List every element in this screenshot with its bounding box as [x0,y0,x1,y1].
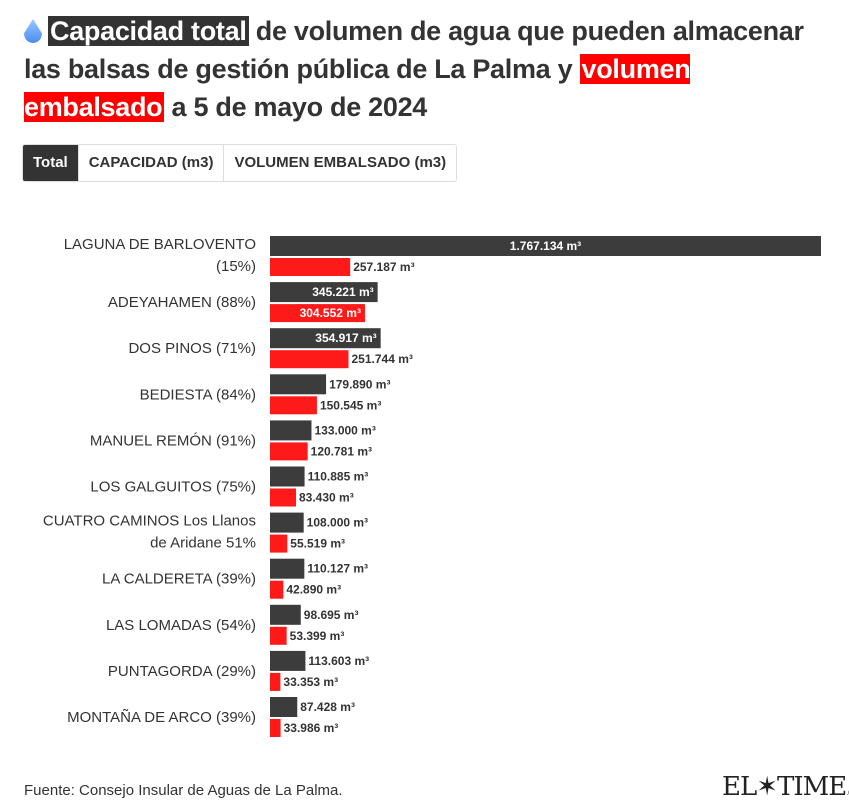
capacity-bar [270,558,305,579]
category-label: PUNTAGORDA (29%) [108,663,256,680]
tab-volumen-embalsado[interactable]: VOLUMEN EMBALSADO (m3) [234,154,447,171]
capacity-bar [270,604,301,625]
volume-value-label: 53.399 m³ [290,629,345,643]
tab-total[interactable]: Total [23,145,79,181]
volume-value-label: 304.552 m³ [300,306,361,320]
category-label: de Aridane 51% [150,535,256,552]
capacity-value-label: 345.221 m³ [312,285,373,299]
capacity-value-label: 1.767.134 m³ [510,239,581,253]
category-label: CUATRO CAMINOS Los Llanos [43,513,256,530]
volume-bar [270,534,288,553]
volume-bar [270,672,281,691]
capacity-bar [270,420,312,441]
volume-bar [270,258,351,276]
capacity-bar [270,697,298,717]
capacity-bar [270,374,327,395]
capacity-bar [270,650,306,671]
source-note: Fuente: Consejo Insular de Aguas de La P… [24,782,343,799]
category-label: (15%) [216,258,256,275]
tab-capacidad[interactable]: CAPACIDAD (m3) [79,145,225,181]
capacity-bar [270,328,381,349]
title-text: de volumen de agua que pueden almacenar … [24,16,804,84]
capacity-value-label: 87.428 m³ [300,700,355,714]
capacity-value-label: 110.127 m³ [307,562,368,576]
capacity-value-label: 113.603 m³ [308,654,369,668]
volume-value-label: 42.890 m³ [286,583,341,597]
category-label: LAGUNA DE BARLOVENTO [64,236,256,253]
volume-value-label: 150.545 m³ [320,398,381,412]
capacity-bar [270,512,304,533]
volume-bar [270,580,284,599]
volume-bar [270,626,287,645]
category-label: ADEYAHAMEN (88%) [108,294,256,311]
capacity-value-label: 98.695 m³ [304,608,359,622]
volume-value-label: 33.986 m³ [284,721,339,735]
title-text-end: a 5 de mayo de 2024 [164,92,428,122]
category-label: BEDIESTA (84%) [140,386,256,403]
volume-bar [270,350,349,369]
volume-value-label: 120.781 m³ [311,444,372,458]
volume-bar [270,442,308,461]
capacity-value-label: 110.885 m³ [308,470,369,484]
capacity-value-label: 179.890 m³ [329,377,390,391]
view-tabs: Total CAPACIDAD (m3) VOLUMEN EMBALSADO (… [22,144,458,182]
category-label: MONTAÑA DE ARCO (39%) [67,709,256,726]
volume-bar [270,719,281,737]
eltime-logo: EL✶TIME.es [722,772,849,802]
volume-bar [270,488,297,507]
volume-bar [270,304,365,323]
bar-chart: LAGUNA DE BARLOVENTO (15%) 1.767.134 m³ 257… [43,236,821,737]
category-label: LA CALDERETA (39%) [102,571,256,588]
volume-value-label: 33.353 m³ [283,675,338,689]
category-label: LAS LOMADAS (54%) [106,617,256,634]
volume-value-label: 257.187 m³ [353,260,414,274]
category-label: MANUEL REMÓN (91%) [90,432,256,449]
capacity-value-label: 354.917 m³ [315,331,376,345]
capacity-bar [270,466,305,487]
capacity-value-label: 108.000 m³ [307,516,368,530]
volume-bar [270,396,317,415]
capacity-bar [270,282,378,303]
capacity-value-label: 133.000 m³ [314,423,375,437]
volume-value-label: 251.744 m³ [351,352,412,366]
category-label: DOS PINOS (71%) [128,340,256,357]
volume-value-label: 83.430 m³ [299,491,354,505]
title-highlight-capacity: Capacidad total [48,16,249,46]
category-label: LOS GALGUITOS (75%) [90,479,256,496]
chart-title: Capacidad total de volumen de agua que p… [24,12,824,126]
volume-value-label: 55.519 m³ [290,537,345,551]
capacity-bar [270,236,821,256]
